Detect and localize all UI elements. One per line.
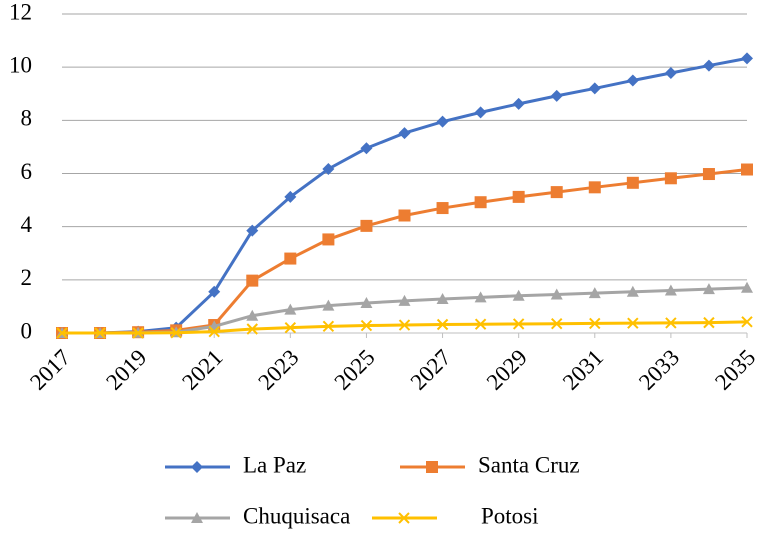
y-tick-label: 4 <box>21 212 33 237</box>
data-point <box>664 284 677 296</box>
data-point <box>322 299 335 311</box>
data-point <box>436 115 449 128</box>
data-point <box>322 320 335 333</box>
data-point <box>246 274 259 287</box>
data-point <box>512 318 525 330</box>
x-tick-label: 2019 <box>101 345 151 395</box>
data-point <box>474 106 487 119</box>
data-point <box>474 196 487 209</box>
data-point <box>436 292 449 304</box>
y-tick-label: 6 <box>21 159 33 184</box>
legend-marker <box>426 461 438 473</box>
data-point <box>322 233 335 246</box>
data-point <box>284 321 297 334</box>
series-line <box>62 168 748 335</box>
x-tick-label: 2035 <box>710 345 758 395</box>
x-tick-label: 2023 <box>253 345 303 395</box>
y-tick-label: 8 <box>21 106 33 131</box>
data-point <box>246 323 258 335</box>
data-point <box>56 327 68 339</box>
data-point <box>588 82 601 95</box>
data-point <box>208 325 220 338</box>
data-point <box>550 288 563 300</box>
data-point <box>702 168 715 181</box>
data-point <box>512 97 525 110</box>
data-point <box>741 316 753 328</box>
data-point <box>246 224 259 237</box>
data-point <box>512 190 525 203</box>
x-tick-label: 2031 <box>558 345 608 395</box>
data-point <box>170 327 182 339</box>
data-point <box>627 317 639 329</box>
x-tick-label: 2027 <box>406 345 456 395</box>
x-tick-label: 2021 <box>177 345 227 395</box>
y-tick-label: 0 <box>21 318 33 343</box>
data-point <box>664 172 677 185</box>
data-point <box>665 317 677 329</box>
data-point <box>208 285 221 298</box>
data-point <box>741 281 753 293</box>
data-point <box>702 59 715 72</box>
data-point <box>474 291 487 303</box>
data-point <box>626 285 639 297</box>
data-point <box>322 162 335 175</box>
legend-marker <box>191 512 203 523</box>
data-point <box>246 309 259 321</box>
data-point <box>132 327 144 339</box>
data-point <box>436 318 449 331</box>
y-tick-label: 12 <box>9 0 32 24</box>
legend-label: La Paz <box>243 452 306 477</box>
data-point <box>588 287 601 299</box>
data-point <box>360 142 373 155</box>
data-point <box>550 89 563 102</box>
series <box>56 163 753 339</box>
data-point <box>741 52 753 65</box>
data-point <box>589 317 601 330</box>
data-point <box>474 318 487 330</box>
data-point <box>436 202 449 215</box>
x-tick-label: 2017 <box>25 345 75 395</box>
data-point <box>284 303 297 315</box>
data-point <box>626 74 639 87</box>
data-point <box>702 283 715 295</box>
data-point <box>284 190 297 203</box>
data-point <box>588 181 601 194</box>
data-point <box>398 209 411 222</box>
x-tick-label: 2025 <box>330 345 380 395</box>
data-point <box>398 294 411 306</box>
data-point <box>550 186 563 199</box>
data-point <box>741 163 753 176</box>
data-point <box>284 252 297 265</box>
y-tick-label: 2 <box>21 265 33 290</box>
data-point <box>551 317 563 330</box>
data-point <box>626 176 639 189</box>
data-point <box>94 327 106 339</box>
data-point <box>360 296 373 308</box>
data-point <box>360 219 373 232</box>
x-tick-label: 2033 <box>634 345 684 395</box>
legend-marker <box>191 461 203 473</box>
y-tick-label: 10 <box>9 52 32 77</box>
legend-label: Potosi <box>481 503 539 528</box>
data-point <box>398 319 411 331</box>
legend-marker <box>398 512 410 524</box>
legend-label: Santa Cruz <box>478 452 580 477</box>
data-point <box>703 316 715 329</box>
series <box>56 316 753 339</box>
data-point <box>360 319 373 332</box>
legend-label: Chuquisaca <box>243 503 350 528</box>
data-point <box>664 67 677 80</box>
data-point <box>398 127 411 140</box>
x-tick-label: 2029 <box>482 345 532 395</box>
data-point <box>512 289 525 301</box>
